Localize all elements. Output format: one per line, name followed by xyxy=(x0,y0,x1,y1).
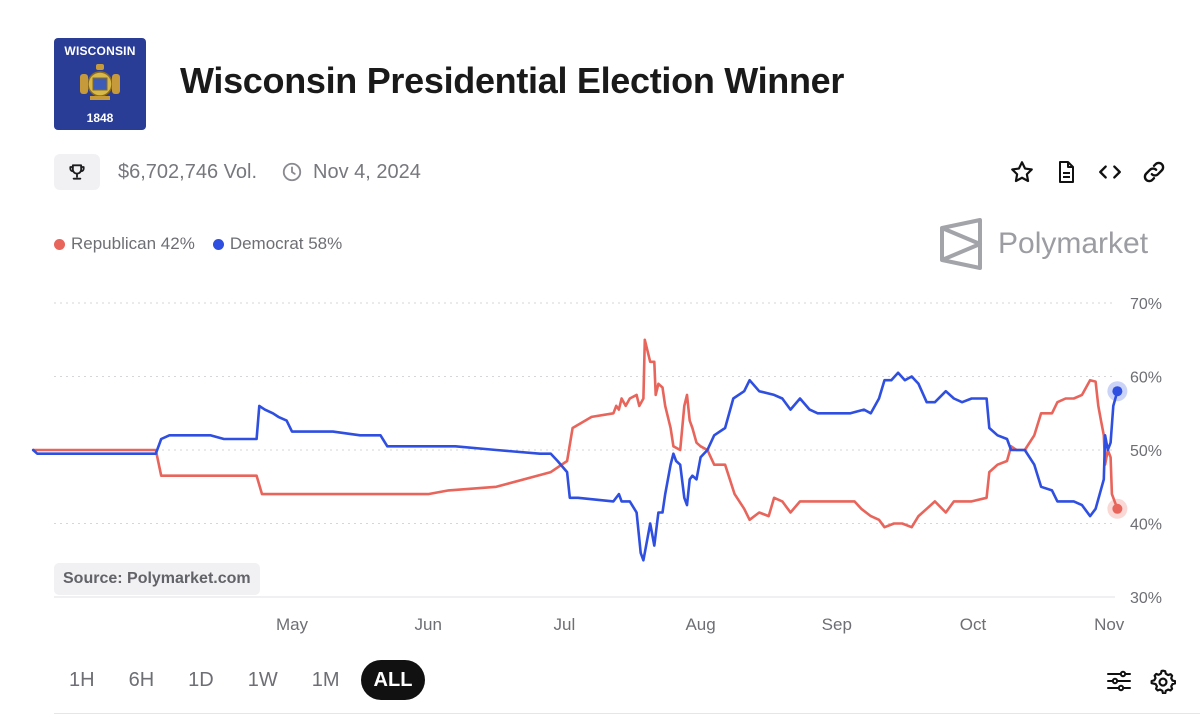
legend-label-republican: Republican 42% xyxy=(71,234,195,253)
series-end-marker-republican xyxy=(1112,503,1123,514)
rules-button[interactable] xyxy=(1050,156,1082,188)
timeframe-all[interactable]: ALL xyxy=(360,660,426,700)
y-tick-label: 60% xyxy=(1130,370,1162,387)
legend-item-democrat: Democrat 58% xyxy=(212,234,343,254)
timeframe-1w[interactable]: 1W xyxy=(247,668,278,691)
timeframe-1h[interactable]: 1H xyxy=(69,668,95,691)
series-line-democrat xyxy=(31,371,1119,562)
brand-name: Polymarket xyxy=(998,227,1149,260)
timeframe-1m[interactable]: 1M xyxy=(311,668,340,691)
x-tick-label: Sep xyxy=(822,615,852,634)
series-end-marker-democrat xyxy=(1112,386,1123,397)
flag-bottom-text: 1848 xyxy=(86,111,114,125)
price-history-chart: May Jun Jul Aug Sep Oct Nov 70% 60% 50% 40% 30% xyxy=(31,296,1162,634)
sliders-icon xyxy=(1107,670,1131,692)
polymarket-watermark: Polymarket xyxy=(938,218,1148,270)
legend-dot-republican xyxy=(54,238,65,250)
chart-legend: Republican 42% Democrat 58% xyxy=(54,234,360,254)
chart-settings-button[interactable] xyxy=(1148,666,1178,696)
market-actions xyxy=(1006,156,1182,188)
x-tick-label: Jun xyxy=(414,615,441,634)
y-tick-label: 30% xyxy=(1130,590,1162,607)
code-icon xyxy=(1099,165,1121,179)
timeframe-1d[interactable]: 1D xyxy=(188,668,214,691)
page-title: Wisconsin Presidential Election Winner xyxy=(180,60,845,101)
embed-button[interactable] xyxy=(1094,156,1126,188)
timeframe-selector: 1H 6H 1D 1W 1M ALL xyxy=(56,660,433,700)
market-meta: $6,702,746 Vol. Nov 4, 2024 xyxy=(54,154,421,190)
chart-filters-button[interactable] xyxy=(1104,666,1134,696)
x-tick-label: May xyxy=(276,615,309,634)
legend-dot-democrat xyxy=(212,238,224,250)
trophy-icon xyxy=(69,164,85,180)
bottom-divider xyxy=(54,713,1200,714)
copy-link-button[interactable] xyxy=(1138,156,1170,188)
x-tick-label: Nov xyxy=(1094,615,1125,634)
wisconsin-flag-logo: WISCONSIN 1848 xyxy=(54,38,146,130)
gear-icon xyxy=(1150,669,1176,694)
star-icon xyxy=(1011,161,1033,183)
end-date-text: Nov 4, 2024 xyxy=(313,160,421,183)
y-tick-label: 40% xyxy=(1130,517,1162,534)
polymarket-logo-icon xyxy=(940,218,982,270)
link-icon xyxy=(1143,161,1165,183)
x-tick-label: Oct xyxy=(960,615,987,634)
clock-icon xyxy=(282,162,302,182)
trophy-badge[interactable] xyxy=(54,154,100,190)
series-line-republican xyxy=(31,338,1119,529)
y-tick-label: 70% xyxy=(1130,296,1162,313)
x-tick-label: Jul xyxy=(554,615,576,634)
legend-item-republican: Republican 42% xyxy=(54,234,195,254)
volume-text: $6,702,746 Vol. xyxy=(118,160,258,183)
legend-label-democrat: Democrat 58% xyxy=(229,234,343,253)
y-tick-label: 50% xyxy=(1130,443,1162,460)
flag-top-text: WISCONSIN xyxy=(64,44,136,58)
document-icon xyxy=(1059,161,1074,183)
flag-seal-icon xyxy=(80,64,120,100)
source-label: Source: Polymarket.com xyxy=(54,563,260,595)
chart-controls xyxy=(1090,666,1178,696)
x-tick-label: Aug xyxy=(685,615,715,634)
bookmark-button[interactable] xyxy=(1006,156,1038,188)
timeframe-6h[interactable]: 6H xyxy=(128,668,155,691)
